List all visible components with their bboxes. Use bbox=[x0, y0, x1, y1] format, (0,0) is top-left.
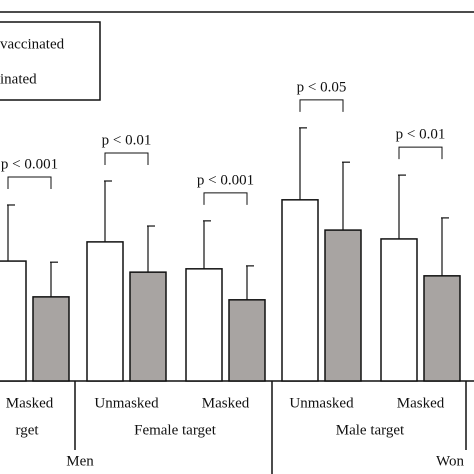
significance-bracket bbox=[203, 192, 248, 205]
group-label: rget bbox=[15, 422, 39, 438]
significance-bracket bbox=[398, 146, 443, 160]
legend-label: vaccinated bbox=[0, 36, 65, 52]
group-label: Female target bbox=[134, 422, 217, 438]
annotation: p < 0.01 bbox=[396, 127, 446, 143]
bar bbox=[423, 275, 461, 382]
annotation: p < 0.05 bbox=[297, 79, 347, 95]
annotation: p < 0.01 bbox=[102, 132, 152, 148]
bar bbox=[0, 260, 27, 382]
bar bbox=[324, 229, 362, 382]
x-tick-label: Unmasked bbox=[289, 395, 354, 411]
x-tick-label: Masked bbox=[202, 395, 250, 411]
outer-group-label: Won bbox=[436, 453, 464, 469]
legend-label: inated bbox=[0, 71, 37, 87]
x-tick-label: Masked bbox=[397, 395, 445, 411]
annotation: p < 0.001 bbox=[197, 172, 254, 188]
significance-bracket bbox=[299, 99, 344, 112]
bar bbox=[380, 238, 418, 382]
bar bbox=[281, 199, 319, 382]
annotation: p < 0.001 bbox=[1, 156, 58, 172]
outer-group-label: Men bbox=[66, 453, 94, 469]
x-tick-label: Masked bbox=[6, 395, 54, 411]
bar bbox=[129, 271, 167, 382]
bar bbox=[228, 299, 266, 382]
legend-box bbox=[0, 21, 101, 101]
significance-bracket bbox=[104, 152, 149, 166]
bar bbox=[185, 268, 223, 382]
significance-bracket bbox=[7, 176, 52, 189]
bar bbox=[86, 241, 124, 382]
x-tick-label: Unmasked bbox=[94, 395, 159, 411]
group-label: Male target bbox=[336, 422, 405, 438]
bar bbox=[32, 296, 70, 382]
